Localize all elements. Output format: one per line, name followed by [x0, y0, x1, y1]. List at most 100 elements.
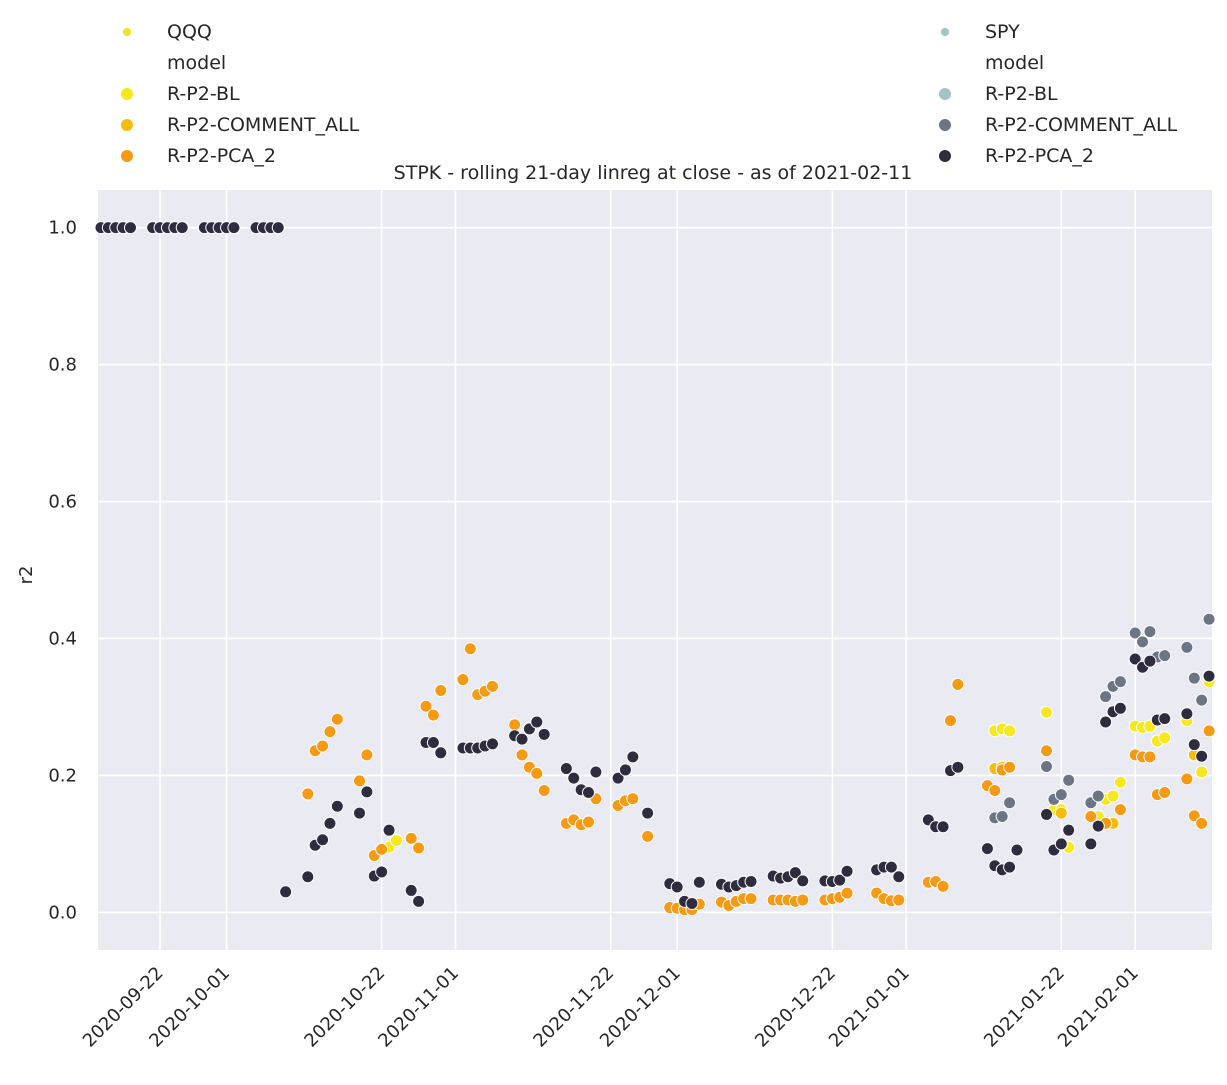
- data-point: [796, 893, 810, 907]
- data-point: [426, 708, 440, 722]
- data-point: [1003, 760, 1017, 774]
- data-point: [943, 714, 957, 728]
- plot-background: [98, 190, 1212, 950]
- data-point: [485, 737, 499, 751]
- data-point: [360, 785, 374, 799]
- scatter-points: [94, 221, 1216, 917]
- legend-marker: [940, 27, 950, 37]
- data-point: [951, 760, 965, 774]
- data-point: [1003, 860, 1017, 874]
- data-point: [1062, 823, 1076, 837]
- legend-qqq: QQQ model R-P2-BL R-P2-COMMENT_ALL R-P2-PCA_…: [120, 21, 360, 167]
- data-point: [692, 875, 706, 889]
- legend-marker: [122, 27, 132, 37]
- legend-label: model: [167, 52, 226, 74]
- data-point: [353, 806, 367, 820]
- data-point: [936, 820, 950, 834]
- y-tick-label: 0.8: [48, 355, 77, 376]
- data-point: [582, 815, 596, 829]
- data-point: [419, 699, 433, 713]
- data-point: [1180, 772, 1194, 786]
- data-point: [1128, 626, 1142, 640]
- data-point: [1084, 809, 1098, 823]
- data-point: [1054, 788, 1068, 802]
- data-point: [404, 831, 418, 845]
- data-point: [884, 860, 898, 874]
- data-point: [1003, 796, 1017, 810]
- y-tick-label: 0.2: [48, 765, 77, 786]
- y-tick-label: 0.0: [48, 902, 77, 923]
- legend-label: QQQ: [167, 21, 212, 43]
- data-point: [301, 787, 315, 801]
- data-point: [1010, 843, 1024, 857]
- data-point: [796, 874, 810, 888]
- data-point: [744, 892, 758, 906]
- data-point: [412, 841, 426, 855]
- data-point: [1040, 760, 1054, 774]
- data-point: [611, 771, 625, 785]
- data-point: [1202, 724, 1216, 738]
- data-point: [1040, 705, 1054, 719]
- data-point: [1195, 765, 1209, 779]
- data-point: [980, 842, 994, 856]
- data-point: [382, 823, 396, 837]
- legend-marker: [120, 118, 134, 132]
- data-point: [833, 873, 847, 887]
- data-point: [485, 679, 499, 693]
- data-point: [323, 725, 337, 739]
- data-point: [515, 748, 529, 762]
- legend-label: R-P2-PCA_2: [985, 145, 1094, 167]
- legend-label: R-P2-COMMENT_ALL: [167, 114, 360, 136]
- data-point: [1187, 671, 1201, 685]
- data-point: [530, 766, 544, 780]
- y-axis-label: r2: [16, 566, 37, 585]
- data-point: [1158, 712, 1172, 726]
- data-point: [360, 748, 374, 762]
- data-point: [316, 739, 330, 753]
- data-point: [1143, 654, 1157, 668]
- data-point: [567, 771, 581, 785]
- data-point: [1106, 789, 1120, 803]
- data-point: [1091, 789, 1105, 803]
- data-point: [1113, 803, 1127, 817]
- data-point: [892, 870, 906, 884]
- y-tick-labels: 0.0 0.2 0.4 0.6 0.8 1.0: [48, 218, 77, 924]
- data-point: [626, 750, 640, 764]
- data-point: [1128, 652, 1142, 666]
- data-point: [353, 774, 367, 788]
- legend-marker: [938, 118, 952, 132]
- data-point: [456, 673, 470, 687]
- data-point: [1054, 837, 1068, 851]
- data-point: [515, 732, 529, 746]
- data-point: [404, 883, 418, 897]
- data-point: [1195, 749, 1209, 763]
- data-point: [463, 642, 477, 656]
- data-point: [840, 886, 854, 900]
- y-tick-label: 0.4: [48, 628, 77, 649]
- data-point: [618, 763, 632, 777]
- data-point: [316, 833, 330, 847]
- data-point: [1113, 775, 1127, 789]
- data-point: [1180, 707, 1194, 721]
- data-point: [323, 816, 337, 830]
- legend-label: R-P2-COMMENT_ALL: [985, 114, 1178, 136]
- data-point: [175, 221, 189, 235]
- data-point: [537, 727, 551, 741]
- data-point: [530, 715, 544, 729]
- data-point: [1040, 744, 1054, 758]
- data-point: [685, 896, 699, 910]
- data-point: [559, 762, 573, 776]
- legend-marker: [938, 87, 952, 101]
- data-point: [1158, 649, 1172, 663]
- data-point: [412, 894, 426, 908]
- data-point: [330, 799, 344, 813]
- data-point: [995, 809, 1009, 823]
- data-point: [508, 718, 522, 732]
- legend-spy: SPY model R-P2-BL R-P2-COMMENT_ALL R-P2-PCA_…: [938, 21, 1178, 167]
- data-point: [1099, 715, 1113, 729]
- data-point: [1136, 635, 1150, 649]
- data-point: [951, 677, 965, 691]
- data-point: [1099, 690, 1113, 704]
- data-point: [434, 746, 448, 760]
